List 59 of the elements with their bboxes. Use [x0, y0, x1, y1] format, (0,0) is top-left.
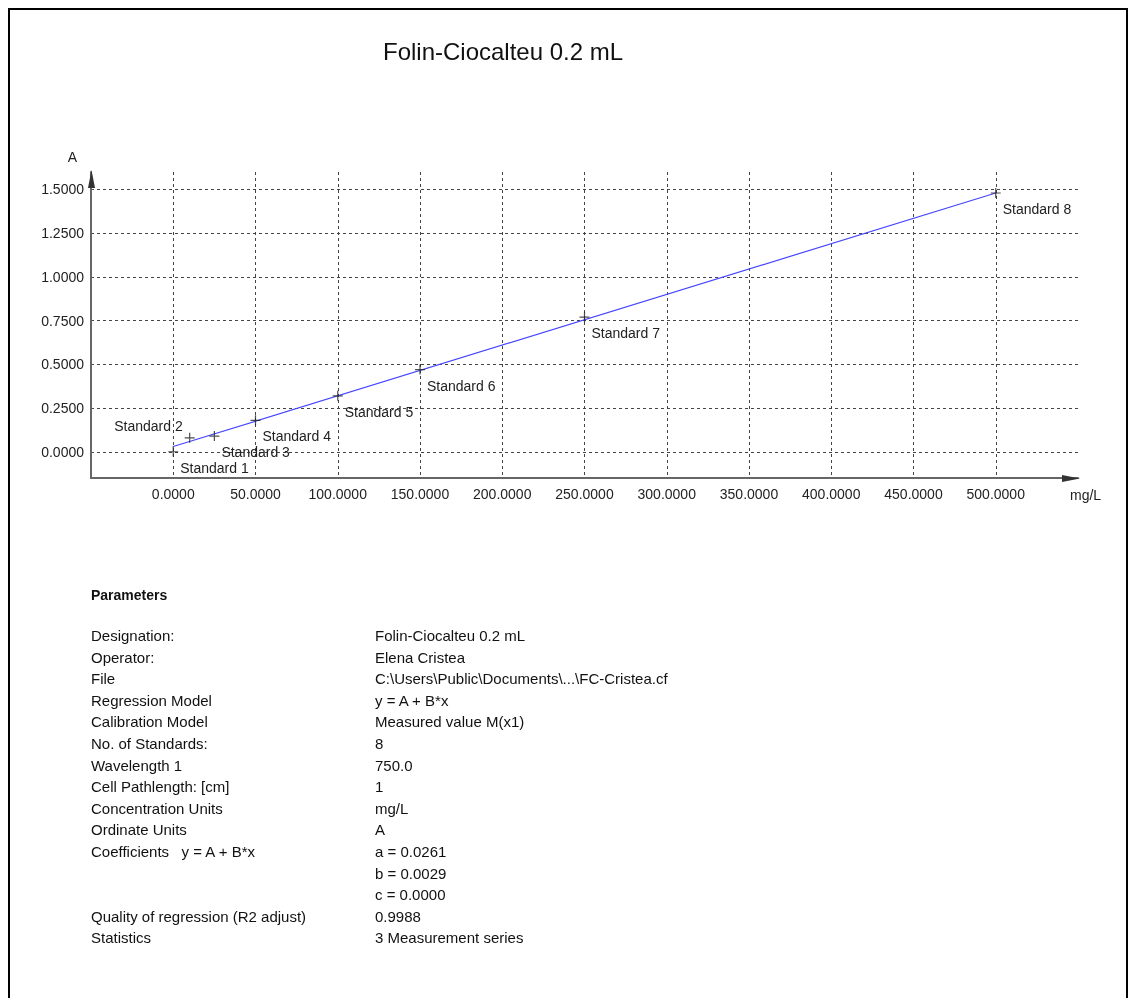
annotation: Standard 5 — [344, 403, 414, 420]
text: y = A + B*x — [375, 690, 449, 711]
text: No. of Standards: — [91, 733, 209, 754]
text: Coefficients y = A + B*x — [91, 841, 256, 862]
text: mg/L — [375, 798, 409, 819]
x-tick-label: 50.0000 — [230, 486, 282, 502]
annotation: Standard 3 — [221, 444, 291, 461]
x-tick-label: 0.0000 — [151, 486, 195, 502]
x-tick-label: 100.0000 — [308, 486, 368, 502]
x-axis-title: mg/L — [1070, 487, 1102, 503]
annotation: Standard 1 — [180, 459, 249, 476]
annotation: Standard 4 — [262, 428, 332, 445]
chart-title: Folin-Ciocalteu 0.2 mL — [383, 37, 624, 65]
text: Cell Pathlength: [cm] — [91, 777, 231, 798]
text: Operator: — [91, 647, 156, 668]
x-tick-label: 350.0000 — [719, 486, 779, 502]
text: Regression Model — [91, 690, 213, 711]
text: Elena Cristea — [375, 647, 466, 668]
text: 8 — [375, 733, 384, 754]
x-tick-label: 200.0000 — [473, 486, 532, 502]
text: 1 — [375, 777, 384, 798]
y-tick-label: 0.5000 — [41, 356, 85, 373]
text: Wavelength 1 — [91, 755, 184, 776]
annotation: Standard 7 — [591, 325, 661, 342]
annotation: Standard 8 — [1002, 200, 1072, 217]
point — [209, 431, 220, 442]
y-tick-label: 0.2500 — [41, 400, 85, 417]
x-tick-label: 450.0000 — [884, 486, 943, 502]
annotation: Standard 6 — [427, 377, 496, 394]
text: Measured value M(x1) — [375, 712, 525, 733]
x-tick-label: 400.0000 — [802, 486, 861, 502]
point — [990, 187, 1001, 198]
text: C:\Users\Public\Documents\...\FC-Cristea.cf — [375, 669, 668, 690]
y-tick-label: 1.5000 — [41, 181, 85, 198]
text: Calibration Model — [91, 712, 209, 733]
text: Ordinate Units — [91, 820, 188, 841]
text: Designation: — [91, 626, 176, 646]
text: A — [375, 820, 386, 841]
text: Concentration Units — [91, 798, 224, 819]
y-tick-label: 0.7500 — [41, 312, 85, 329]
text: Statistics — [91, 928, 152, 949]
x-tick-label: 150.0000 — [390, 486, 450, 502]
text: Quality of regression (R2 adjust) — [91, 906, 308, 927]
y-tick-label: 0.0000 — [41, 443, 85, 460]
y-tick-label: 1.0000 — [41, 268, 85, 285]
text: Parameters — [91, 586, 169, 605]
text: 3 Measurement series — [375, 928, 524, 949]
text: 750.0 — [375, 755, 413, 776]
y-axis-title: A — [67, 149, 78, 165]
text: 0.9988 — [375, 906, 421, 927]
x-tick-label: 250.0000 — [555, 486, 614, 502]
x-tick-label: 300.0000 — [637, 486, 697, 502]
y-tick-label: 1.2500 — [41, 225, 85, 242]
text: a = 0.0261 b = 0.0029 c = 0.0000 — [375, 841, 447, 906]
point — [415, 364, 425, 375]
text: Folin-Ciocalteu 0.2 mL — [375, 626, 526, 646]
text: File — [91, 669, 117, 690]
annotation: Standard 2 — [114, 417, 183, 434]
x-tick-label: 500.0000 — [966, 486, 1026, 502]
